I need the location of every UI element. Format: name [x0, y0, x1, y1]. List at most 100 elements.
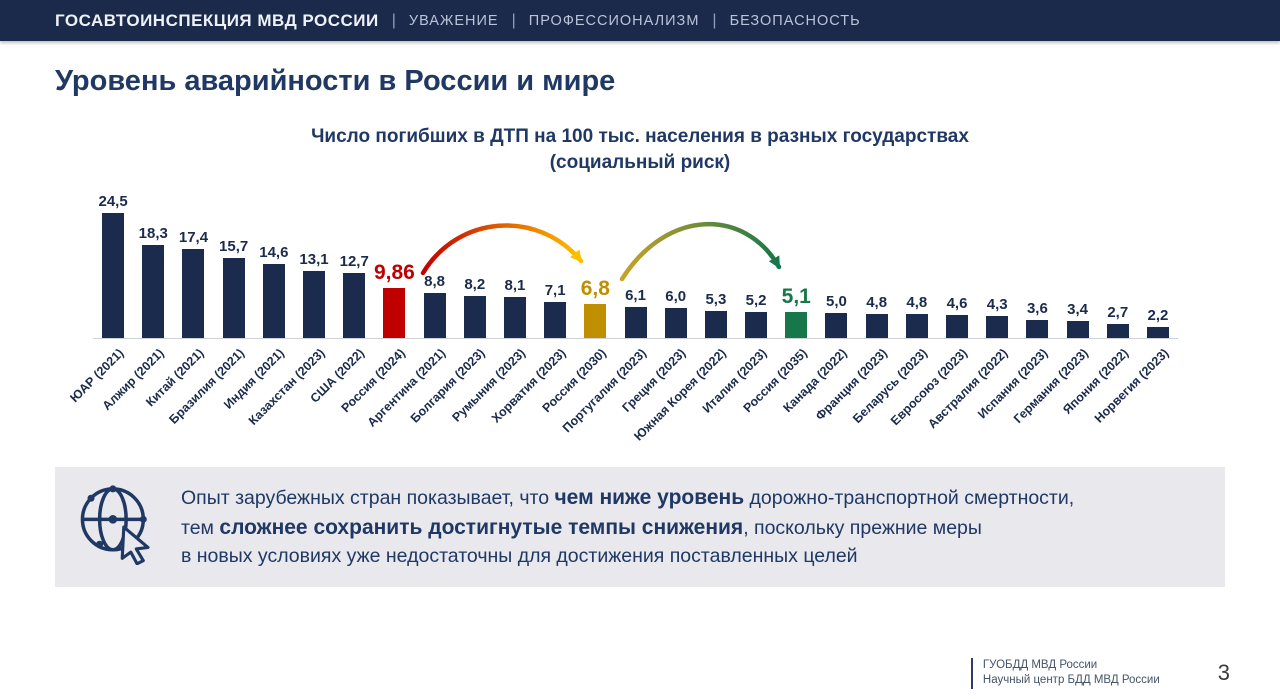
bars-row: 24,5 18,3 17,4 15,7 14,6 13,1 12,7 9,86 8,8 8,2 8,… [93, 189, 1178, 340]
bar-value-label: 12,7 [339, 253, 369, 271]
x-labels-row: ЮАР (2021) Алжир (2021) Китай (2021) Бразил… [67, 339, 1178, 457]
separator: | [712, 11, 717, 29]
bar [745, 311, 768, 339]
bar [463, 296, 486, 339]
bar-value-label: 2,7 [1107, 304, 1129, 322]
bar [544, 302, 567, 339]
bar-column: 4,8 [857, 294, 897, 339]
bar-column: 17,4 [173, 229, 213, 339]
bar-column: 5,2 [736, 292, 776, 339]
bar-value-label: 5,3 [705, 291, 727, 309]
bar-column: 8,2 [455, 276, 495, 339]
bar [1146, 327, 1169, 339]
bar [142, 244, 165, 339]
bar [383, 287, 406, 339]
bar-column: 4,8 [897, 294, 937, 339]
bar-value-label: 2,2 [1147, 307, 1169, 325]
footer-organization: ГУОБДД МВД России Научный центр БДД МВД … [970, 657, 1160, 689]
page-number: 3 [1217, 660, 1230, 686]
bar-column: 3,6 [1017, 299, 1057, 339]
bar-value-label: 4,8 [866, 293, 888, 311]
bar-column: 12,7 [334, 253, 374, 339]
bar-column: 13,1 [294, 251, 334, 339]
bar-value-label: 14,6 [259, 243, 289, 261]
bar-value-label: 8,2 [464, 276, 486, 294]
header-bar: ГОСАВТОИНСПЕКЦИЯ МВД РОССИИ | УВАЖЕНИЕ |… [0, 0, 1280, 41]
bar [946, 314, 969, 339]
footer-org-line1: ГУОБДД МВД России [982, 658, 1098, 671]
globe-cursor-icon [77, 483, 155, 570]
bar [704, 311, 727, 339]
bar-chart: 24,5 18,3 17,4 15,7 14,6 13,1 12,7 9,86 8,8 8,2 8,… [67, 189, 1178, 457]
bar-column: 6,0 [656, 288, 696, 339]
bar-column: 2,7 [1098, 304, 1138, 339]
bar [102, 213, 125, 339]
bar-value-label: 15,7 [219, 238, 249, 256]
bar [624, 307, 647, 339]
bar-value-label: 7,1 [544, 282, 566, 300]
bar [343, 273, 366, 339]
bar-column: 8,8 [415, 273, 455, 339]
bar [423, 293, 446, 339]
bar [785, 312, 808, 339]
bar-column: 9,86 [373, 260, 415, 339]
bar-column: 14,6 [254, 244, 294, 339]
separator: | [391, 11, 396, 29]
bar-value-label: 6,0 [665, 287, 687, 305]
bar-column: 7,1 [535, 282, 575, 339]
bar-value-label: 18,3 [138, 224, 168, 242]
bar-value-label: 8,1 [504, 276, 526, 294]
header-value-safety: БЕЗОПАСНОСТЬ [729, 12, 861, 29]
bar-column: 3,4 [1058, 301, 1098, 339]
bar [222, 258, 245, 339]
bar-column: 5,1 [776, 285, 816, 339]
bar-value-label: 4,6 [946, 294, 968, 312]
bar [664, 307, 687, 339]
header-value-respect: УВАЖЕНИЕ [408, 12, 499, 29]
bar-value-label: 24,5 [98, 193, 128, 211]
header-value-professionalism: ПРОФЕССИОНАЛИЗМ [528, 12, 700, 29]
bar-column: 5,0 [816, 293, 856, 339]
bar-column: 4,3 [977, 296, 1017, 339]
note-text: Опыт зарубежных стран показывает, что че… [181, 486, 1075, 567]
brand-title: ГОСАВТОИНСПЕКЦИЯ МВД РОССИИ [55, 10, 379, 30]
bar-value-label: 6,1 [625, 287, 646, 305]
bar [182, 249, 205, 339]
bar-value-label: 6,8 [580, 276, 610, 300]
bar-value-label: 5,2 [745, 291, 767, 309]
bar-column: 24,5 [93, 193, 133, 339]
bar-value-label: 8,8 [424, 273, 446, 291]
bar [1106, 324, 1129, 339]
bar-column: 4,6 [937, 295, 977, 339]
footer-org-line2: Научный центр БДД МВД России [982, 674, 1160, 687]
bar-column: 8,1 [495, 276, 535, 339]
bar-value-label: 13,1 [299, 251, 329, 269]
bar-column: 5,3 [696, 291, 736, 339]
bar [584, 303, 607, 339]
chart-title: Число погибших в ДТП на 100 тыс. населен… [0, 124, 1280, 175]
bar [303, 271, 326, 339]
bar [986, 316, 1009, 339]
chart-title-line1: Число погибших в ДТП на 100 тыс. населен… [311, 126, 969, 147]
bar-value-label: 9,86 [373, 260, 415, 284]
bar [1066, 320, 1089, 339]
bar [825, 312, 848, 339]
bar-value-label: 3,6 [1026, 299, 1048, 317]
chart-title-line2: (социальный риск) [549, 151, 731, 173]
bar-value-label: 4,3 [986, 296, 1008, 314]
bar-value-label: 4,8 [906, 293, 928, 311]
separator: | [511, 11, 516, 29]
bar-value-label: 5,0 [826, 292, 847, 310]
note-box: Опыт зарубежных стран показывает, что че… [55, 467, 1225, 587]
bar-column: 6,1 [615, 287, 655, 339]
bar [905, 313, 928, 339]
bar-value-label: 5,1 [781, 285, 811, 309]
x-axis-label: Норвегия (2023) [1091, 346, 1172, 426]
bar-column: 18,3 [133, 224, 173, 339]
bar [1026, 319, 1049, 339]
bar-column: 2,2 [1138, 307, 1178, 339]
bar-column: 15,7 [214, 238, 254, 339]
bar [262, 263, 285, 339]
bar [503, 296, 526, 339]
